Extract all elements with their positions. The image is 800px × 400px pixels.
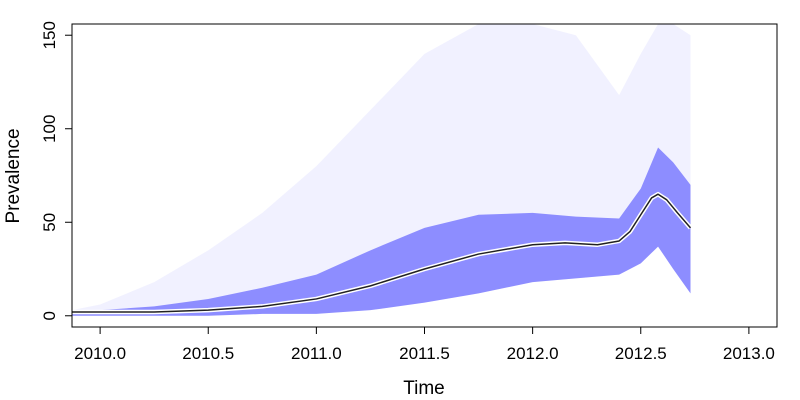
x-tick-label: 2012.5 [615, 344, 667, 363]
trajectory-cloud [72, 24, 691, 316]
y-axis: 0 50 100 150 [40, 21, 73, 321]
x-tick-label: 2013.0 [723, 344, 775, 363]
y-tick-label: 150 [40, 21, 59, 49]
y-tick-label: 100 [40, 115, 59, 143]
y-tick-label: 50 [40, 213, 59, 232]
y-axis-title: Prevalence [3, 128, 24, 223]
x-tick-label: 2010.0 [74, 344, 126, 363]
x-tick-label: 2011.5 [399, 344, 450, 363]
x-tick-label: 2010.5 [182, 344, 234, 363]
data-marks [72, 191, 693, 315]
y-tick-label: 0 [40, 311, 59, 320]
x-tick-label: 2011.0 [291, 344, 342, 363]
dense-trajectory-band [72, 147, 691, 316]
x-axis: 2010.0 2010.5 2011.0 2011.5 2012.0 2012.5 2013… [74, 326, 775, 363]
x-axis-title: Time [403, 378, 445, 399]
median-line [72, 193, 692, 313]
x-tick-label: 2012.0 [507, 344, 559, 363]
